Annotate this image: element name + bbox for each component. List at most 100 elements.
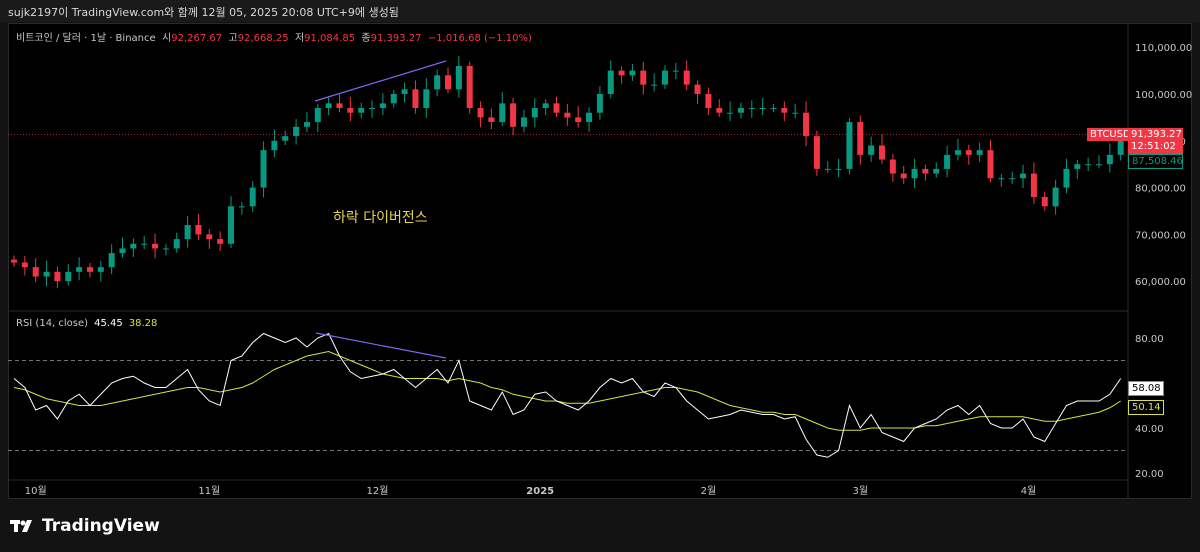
candle-body bbox=[173, 239, 180, 249]
candle-body bbox=[445, 75, 451, 90]
rsi-label: RSI (14, close) bbox=[16, 318, 89, 329]
low-label: 저 bbox=[294, 33, 305, 44]
candle-body bbox=[401, 89, 408, 94]
candle-body bbox=[889, 159, 896, 174]
symbol-tag: BTCUSD bbox=[1087, 128, 1134, 141]
time-tick-label: 3월 bbox=[853, 485, 869, 497]
symbol-legend: 비트코인 / 달러 · 1날 · Binance 시92,267.67 고92,… bbox=[16, 29, 532, 44]
time-tick-label: 12월 bbox=[367, 485, 389, 497]
candle-body bbox=[737, 108, 744, 113]
candle-body bbox=[748, 108, 755, 110]
candle-body bbox=[228, 206, 234, 244]
candle-body bbox=[976, 150, 983, 155]
candle-body bbox=[781, 108, 788, 113]
close-value: 91,393.27 bbox=[370, 33, 422, 44]
rsi-tick-label: 20.00 bbox=[1135, 469, 1164, 480]
candle-body bbox=[857, 122, 864, 155]
candle-body bbox=[369, 108, 376, 110]
tv-logo-icon bbox=[10, 520, 32, 532]
candle-body bbox=[32, 267, 39, 277]
candle-body bbox=[195, 225, 202, 235]
candle-body bbox=[477, 108, 484, 118]
last-price-tag: 91,393.27 12:51:02 bbox=[1128, 128, 1183, 154]
candle-body bbox=[510, 103, 517, 127]
high-value: 92,668.25 bbox=[237, 33, 289, 44]
candle-body bbox=[803, 112, 810, 137]
brand-name: TradingView bbox=[42, 516, 160, 536]
candle-body bbox=[1020, 173, 1027, 179]
candle-body bbox=[922, 168, 929, 174]
candle-body bbox=[293, 126, 300, 137]
candle-body bbox=[455, 65, 462, 90]
rsi-tag: 58.08 bbox=[1128, 381, 1164, 396]
candle-body bbox=[705, 94, 712, 109]
candle-body bbox=[271, 140, 278, 151]
price-divergence-line bbox=[314, 60, 447, 102]
candle-body bbox=[586, 112, 593, 123]
caption-bar: sujk2197이 TradingView.com와 함께 12월 05, 20… bbox=[0, 0, 1200, 22]
candle-body bbox=[499, 103, 506, 123]
symbol-name: 비트코인 / 달러 · 1날 · Binance bbox=[16, 33, 156, 44]
other-price-tag: 87,508.46 bbox=[1128, 154, 1183, 169]
candle-body bbox=[423, 89, 430, 109]
low-value: 91,084.85 bbox=[304, 33, 356, 44]
candle-body bbox=[347, 108, 354, 113]
candle-body bbox=[184, 225, 191, 240]
time-tick-label: 4월 bbox=[1021, 485, 1037, 497]
candle-body bbox=[1096, 164, 1102, 166]
tradingview-logo: TradingView bbox=[10, 516, 160, 536]
candle-body bbox=[879, 145, 885, 160]
time-tick-label: 2025 bbox=[526, 486, 554, 497]
candle-body bbox=[282, 136, 289, 141]
rsi-tick-label: 40.00 bbox=[1135, 424, 1164, 435]
candle-body bbox=[303, 122, 310, 127]
candle-body bbox=[868, 145, 875, 155]
price-tick-label: 70,000.00 bbox=[1135, 230, 1186, 241]
candle-body bbox=[1106, 154, 1113, 165]
candle-body bbox=[54, 271, 61, 282]
candle-body bbox=[846, 122, 853, 169]
candle-body bbox=[640, 70, 647, 85]
candle-body bbox=[672, 70, 679, 72]
candle-body bbox=[770, 108, 777, 110]
candle-body bbox=[716, 108, 723, 113]
candle-body bbox=[249, 187, 256, 207]
candle-body bbox=[1030, 173, 1037, 197]
candle-body bbox=[379, 103, 386, 109]
candle-body bbox=[488, 117, 495, 123]
rsi-legend: RSI (14, close) 45.45 38.28 bbox=[16, 318, 157, 329]
price-tick-label: 110,000.00 bbox=[1135, 43, 1192, 54]
candle-body bbox=[466, 65, 473, 109]
time-tick-label: 11월 bbox=[198, 485, 220, 497]
candle-body bbox=[531, 108, 538, 118]
candle-body bbox=[759, 108, 766, 110]
rsi-ma-value: 38.28 bbox=[128, 318, 158, 329]
candle-body bbox=[911, 168, 918, 179]
open-value: 92,267.67 bbox=[171, 33, 223, 44]
candle-body bbox=[358, 108, 365, 113]
candle-body bbox=[553, 103, 560, 113]
rsi-line bbox=[13, 332, 1122, 458]
candle-body bbox=[108, 253, 115, 268]
candle-body bbox=[694, 84, 701, 94]
price-tick-label: 60,000.00 bbox=[1135, 277, 1186, 288]
candle-body bbox=[86, 267, 93, 272]
candle-body bbox=[152, 243, 159, 249]
candle-body bbox=[607, 70, 614, 94]
price-tick-label: 100,000.00 bbox=[1135, 90, 1192, 101]
candle-body bbox=[618, 70, 625, 76]
divergence-annotation: 하락 다이버전스 bbox=[333, 210, 428, 226]
candle-body bbox=[575, 117, 582, 123]
candle-body bbox=[792, 112, 799, 114]
candle-body bbox=[119, 248, 126, 254]
candle-body bbox=[813, 136, 820, 169]
candle-body bbox=[835, 168, 842, 170]
candle-body bbox=[217, 239, 224, 244]
candle-body bbox=[1009, 178, 1016, 180]
candle-body bbox=[1074, 164, 1081, 169]
candle-body bbox=[998, 178, 1005, 180]
rsi-tick-label: 80.00 bbox=[1135, 334, 1164, 345]
candle-body bbox=[596, 94, 603, 113]
candle-body bbox=[944, 154, 951, 169]
